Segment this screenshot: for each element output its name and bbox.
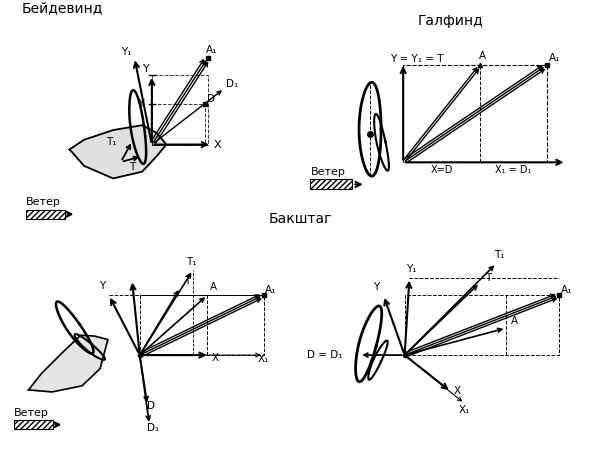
Polygon shape [29, 335, 108, 392]
Text: X=D: X=D [431, 165, 453, 175]
Text: D: D [148, 401, 155, 411]
Text: Бакштаг: Бакштаг [268, 212, 332, 226]
Title: Галфинд: Галфинд [418, 14, 484, 28]
Text: A: A [511, 316, 518, 326]
Text: A₁: A₁ [548, 53, 560, 63]
Text: Бейдевинд: Бейдевинд [21, 1, 103, 15]
Text: Ветер: Ветер [14, 408, 49, 418]
Text: T₁: T₁ [494, 250, 505, 260]
Text: T₁: T₁ [106, 137, 116, 147]
Text: Y: Y [373, 282, 380, 292]
Text: T: T [130, 162, 136, 172]
Text: A₁: A₁ [265, 285, 276, 295]
Text: Y₁: Y₁ [121, 47, 132, 57]
Text: Y: Y [143, 64, 149, 74]
Text: T: T [184, 276, 190, 287]
Bar [26, 210, 65, 219]
Text: X₁: X₁ [459, 405, 470, 415]
Bar [310, 179, 352, 189]
Text: D₁: D₁ [226, 79, 238, 89]
Text: Y: Y [99, 281, 105, 291]
Text: Y₁: Y₁ [406, 264, 416, 274]
Text: X: X [212, 353, 219, 363]
Text: Y = Y₁ = T: Y = Y₁ = T [390, 54, 443, 64]
Text: Y: Y [138, 99, 144, 109]
Polygon shape [70, 125, 166, 178]
Text: A: A [211, 282, 217, 292]
Text: X: X [454, 386, 460, 396]
Text: T: T [485, 273, 491, 282]
Text: A₁: A₁ [206, 45, 218, 55]
Text: A₁: A₁ [560, 285, 572, 295]
Text: X: X [214, 140, 221, 150]
Text: Ветер: Ветер [26, 198, 61, 207]
Text: A: A [479, 51, 486, 61]
Text: D = D₁: D = D₁ [307, 350, 343, 360]
Bar [14, 420, 53, 429]
Text: D: D [207, 94, 215, 104]
Text: D₁: D₁ [147, 423, 160, 432]
Text: Ветер: Ветер [310, 167, 346, 177]
Text: T₁: T₁ [186, 257, 196, 267]
Text: X₁ = D₁: X₁ = D₁ [495, 165, 532, 175]
Text: X₁: X₁ [258, 354, 269, 364]
